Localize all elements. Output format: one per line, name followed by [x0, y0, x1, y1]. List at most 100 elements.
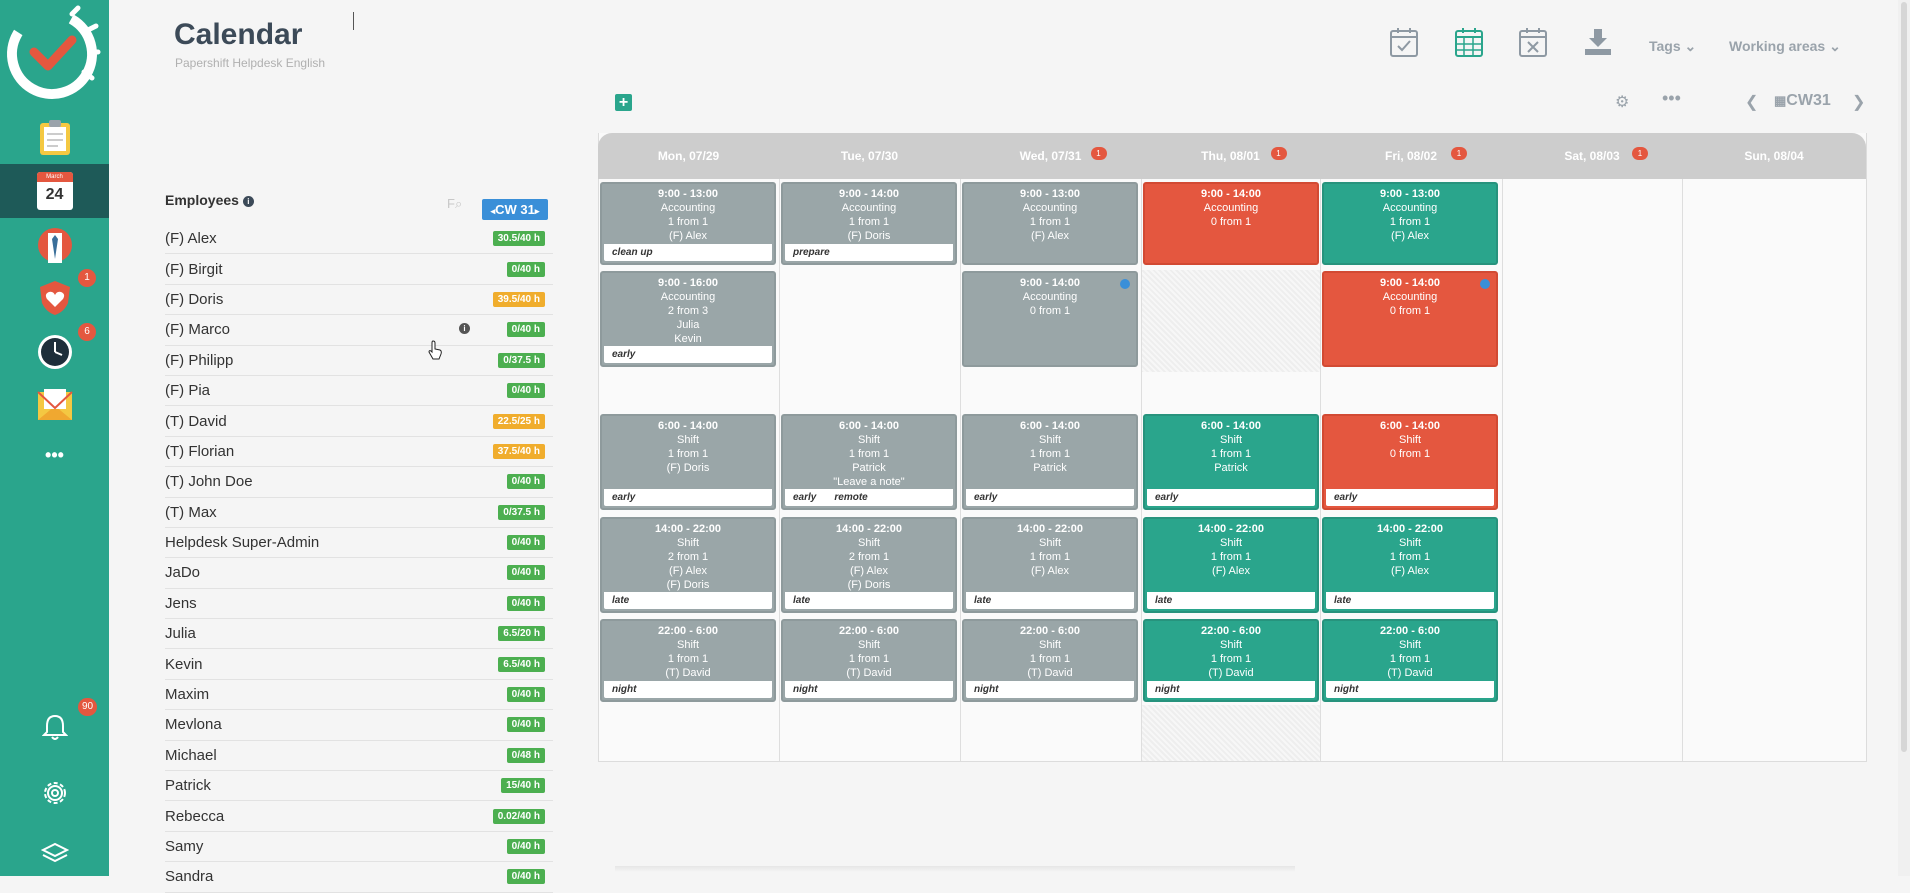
- day-header[interactable]: Sat, 08/03: [1502, 133, 1682, 179]
- shift-card[interactable]: 14:00 - 22:00 Shift 1 from 1 (F) Alex late: [962, 517, 1138, 613]
- shift-card[interactable]: 9:00 - 13:00 Accounting 1 from 1 (F) Alex: [1322, 182, 1498, 265]
- shift-card[interactable]: 6:00 - 14:00 Shift 1 from 1 Patrick "Leave a…: [781, 414, 957, 510]
- nav-notifications[interactable]: 90: [0, 698, 109, 754]
- shift-line: (F) Alex: [1212, 565, 1250, 577]
- employee-row[interactable]: (F) Alex 30.5/40 h: [165, 224, 553, 255]
- employee-row[interactable]: Kevin 6.5/40 h: [165, 649, 553, 680]
- shift-card[interactable]: 9:00 - 14:00 Accounting 1 from 1 (F) Doris p…: [781, 182, 957, 265]
- employee-row[interactable]: Jens 0/40 h: [165, 589, 553, 620]
- working-areas-dropdown[interactable]: Working areas ⌄: [1729, 38, 1841, 55]
- day-label: Fri, 08/02: [1384, 149, 1438, 163]
- employee-row[interactable]: (T) Max 0/37.5 h: [165, 498, 553, 528]
- calendar-remove-icon[interactable]: [1518, 26, 1548, 58]
- shift-card[interactable]: 9:00 - 14:00 Accounting 0 from 1: [1143, 182, 1319, 265]
- employee-search-button[interactable]: F⌕: [447, 196, 462, 212]
- day-header[interactable]: Sun, 08/04: [1682, 133, 1866, 179]
- nav-time-tracking[interactable]: 6: [0, 323, 109, 379]
- employee-row[interactable]: Helpdesk Super-Admin 0/40 h: [165, 528, 553, 559]
- employee-row[interactable]: (F) Marco 0/40 h i: [165, 315, 553, 346]
- day-header[interactable]: Mon, 07/29: [598, 133, 779, 179]
- next-week-button[interactable]: ❯: [1852, 94, 1866, 111]
- week-selector[interactable]: ◂CW 31▸: [482, 199, 548, 220]
- settings-gear-icon[interactable]: ⚙: [1615, 94, 1630, 111]
- chevron-right-icon[interactable]: ▸: [534, 206, 540, 216]
- day-header[interactable]: Wed, 07/31: [960, 133, 1141, 179]
- shift-line: Accounting: [841, 202, 897, 214]
- more-options-icon[interactable]: •••: [1662, 88, 1681, 108]
- shift-card[interactable]: 14:00 - 22:00 Shift 1 from 1 (F) Alex late: [1143, 517, 1319, 613]
- shift-card[interactable]: 22:00 - 6:00 Shift 1 from 1 (T) David night: [962, 619, 1138, 702]
- day-alert-badge: 1: [1451, 147, 1467, 160]
- employee-row[interactable]: (F) Philipp 0/37.5 h: [165, 346, 553, 376]
- download-icon[interactable]: [1583, 26, 1613, 58]
- shift-line: 1 from 1: [1029, 551, 1071, 563]
- shift-card[interactable]: 9:00 - 14:00 Accounting 0 from 1: [962, 271, 1138, 367]
- employee-row[interactable]: (F) Pia 0/40 h: [165, 376, 553, 407]
- shift-line: Accounting: [1382, 291, 1438, 303]
- shift-card[interactable]: 9:00 - 14:00 Accounting 0 from 1: [1322, 271, 1498, 367]
- shift-card[interactable]: 6:00 - 14:00 Shift 1 from 1 Patrick early: [1143, 414, 1319, 510]
- employee-row[interactable]: Julia 6.5/20 h: [165, 619, 553, 650]
- shift-card[interactable]: 9:00 - 13:00 Accounting 1 from 1 (F) Alex: [962, 182, 1138, 265]
- nav-calendar[interactable]: March 24: [0, 164, 109, 218]
- shift-card[interactable]: 9:00 - 13:00 Accounting 1 from 1 (F) Alex cl…: [600, 182, 776, 265]
- employee-row[interactable]: JaDo 0/40 h: [165, 558, 553, 589]
- nav-settings[interactable]: [0, 766, 109, 820]
- add-shift-button[interactable]: +: [615, 94, 632, 111]
- shift-card[interactable]: 9:00 - 16:00 Accounting 2 from 3 Julia Kevin…: [600, 271, 776, 367]
- calendar-grid-icon[interactable]: [1454, 26, 1484, 58]
- day-header[interactable]: Thu, 08/01: [1141, 133, 1320, 179]
- employee-row[interactable]: (F) Birgit 0/40 h: [165, 254, 553, 285]
- employee-row[interactable]: Sandra 0/40 h: [165, 862, 553, 893]
- employee-row[interactable]: Samy 0/40 h: [165, 832, 553, 863]
- shift-line: 1 from 1: [667, 216, 709, 228]
- employee-row[interactable]: Patrick 15/40 h: [165, 771, 553, 802]
- shift-card[interactable]: 6:00 - 14:00 Shift 0 from 1 early: [1322, 414, 1498, 510]
- day-header[interactable]: Fri, 08/02: [1320, 133, 1502, 179]
- calendar-check-icon[interactable]: [1389, 26, 1419, 58]
- shift-line: Patrick: [852, 462, 886, 474]
- shift-card[interactable]: 14:00 - 22:00 Shift 2 from 1 (F) Alex (F) Do…: [781, 517, 957, 613]
- employee-name: Maxim: [165, 686, 210, 704]
- day-header[interactable]: Tue, 07/30: [779, 133, 960, 179]
- employee-row[interactable]: Rebecca 0.02/40 h: [165, 801, 553, 832]
- nav-more-button[interactable]: •••: [0, 430, 109, 480]
- hours-badge: 0/40 h: [506, 565, 545, 581]
- info-icon[interactable]: i: [459, 323, 470, 335]
- shift-card[interactable]: 22:00 - 6:00 Shift 1 from 1 (T) David night: [781, 619, 957, 702]
- nav-messages[interactable]: [0, 379, 109, 433]
- shift-card[interactable]: 14:00 - 22:00 Shift 2 from 1 (F) Alex (F) Do…: [600, 517, 776, 613]
- shift-card[interactable]: 6:00 - 14:00 Shift 1 from 1 (F) Doris early: [600, 414, 776, 510]
- shift-line: (T) David: [1387, 667, 1433, 679]
- shift-card[interactable]: 22:00 - 6:00 Shift 1 from 1 (T) David night: [1143, 619, 1319, 702]
- chevron-left-icon[interactable]: ◂: [490, 206, 496, 216]
- shift-tag-bar: late: [966, 592, 1134, 609]
- week-picker[interactable]: ▦CW31: [1774, 92, 1831, 110]
- hours-badge: 0/40 h: [506, 383, 545, 399]
- shift-line: (F) Doris: [847, 230, 891, 242]
- shift-card[interactable]: 22:00 - 6:00 Shift 1 from 1 (T) David night: [600, 619, 776, 702]
- page-scrollbar[interactable]: [1898, 0, 1910, 876]
- employee-row[interactable]: (T) Florian 37.5/40 h: [165, 437, 553, 468]
- employee-row[interactable]: (T) John Doe 0/40 h: [165, 467, 553, 498]
- employee-row[interactable]: (T) David 22.5/25 h: [165, 406, 553, 437]
- employee-row[interactable]: (F) Doris 39.5/40 h: [165, 285, 553, 316]
- employee-row[interactable]: Michael 0/48 h: [165, 741, 553, 772]
- nav-staff[interactable]: [0, 218, 109, 272]
- hours-badge: 0/40 h: [506, 687, 545, 703]
- shift-card[interactable]: 6:00 - 14:00 Shift 1 from 1 Patrick early: [962, 414, 1138, 510]
- prev-week-button[interactable]: ❮: [1745, 94, 1759, 111]
- hours-badge: 0/40 h: [506, 535, 545, 551]
- shift-card[interactable]: 22:00 - 6:00 Shift 1 from 1 (T) David night: [1322, 619, 1498, 702]
- app-logo[interactable]: [0, 0, 109, 110]
- employee-name: (F) Alex: [165, 230, 217, 248]
- shift-card[interactable]: 14:00 - 22:00 Shift 1 from 1 (F) Alex late: [1322, 517, 1498, 613]
- nav-absence[interactable]: 1: [0, 269, 109, 325]
- nav-layers[interactable]: [0, 825, 109, 879]
- scrollbar-thumb[interactable]: [1901, 2, 1907, 752]
- employee-row[interactable]: Mevlona 0/40 h: [165, 710, 553, 741]
- info-icon[interactable]: i: [242, 196, 254, 207]
- nav-clipboard[interactable]: [0, 111, 109, 165]
- tags-dropdown[interactable]: Tags ⌄: [1649, 38, 1696, 55]
- employee-row[interactable]: Maxim 0/40 h: [165, 680, 553, 711]
